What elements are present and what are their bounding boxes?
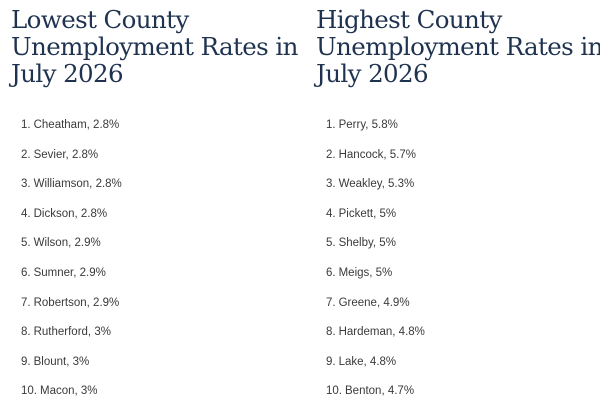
item-rank: 7. [21, 296, 31, 309]
item-rank: 1. [21, 119, 31, 131]
list-item: 4. Dickson, 2.8% [21, 205, 125, 235]
item-text: Sevier, 2.8% [33, 148, 99, 161]
item-rank: 9. [21, 355, 31, 368]
title-line: Highest County [316, 5, 502, 34]
item-rank: 2. [21, 148, 31, 161]
item-rank: 10. [21, 385, 37, 398]
item-rank: 7. [326, 296, 336, 309]
title-line: Lowest County [11, 5, 189, 34]
list-item: 8. Hardeman, 4.8% [326, 323, 428, 353]
list-item: 4. Pickett, 5% [326, 205, 428, 235]
item-text: Cheatham, 2.8% [33, 119, 120, 131]
item-text: Robertson, 2.9% [33, 296, 120, 309]
item-text: Hancock, 5.7% [338, 148, 416, 161]
item-rank: 3. [21, 178, 31, 191]
item-rank: 8. [21, 326, 31, 339]
item-text: Benton, 4.7% [345, 385, 415, 398]
item-rank: 2. [326, 148, 336, 161]
lowest-rates-section: Lowest County Unemployment Rates in July… [11, 6, 301, 397]
item-text: Greene, 4.9% [338, 296, 410, 309]
item-rank: 8. [326, 326, 336, 339]
list-item: 7. Robertson, 2.9% [21, 294, 125, 324]
title-line: July 2026 [316, 59, 429, 88]
list-item: 10. Macon, 3% [21, 382, 125, 401]
item-text: Williamson, 2.8% [33, 178, 122, 191]
list-item: 1. Perry, 5.8% [326, 116, 428, 146]
item-text: Weakley, 5.3% [338, 178, 415, 191]
list-item: 5. Shelby, 5% [326, 234, 428, 264]
list-item: 9. Lake, 4.8% [326, 353, 428, 383]
list-item: 3. Williamson, 2.8% [21, 175, 125, 205]
item-text: Perry, 5.8% [338, 119, 398, 131]
item-text: Meigs, 5% [338, 266, 393, 279]
item-rank: 6. [21, 266, 31, 279]
item-text: Wilson, 2.9% [33, 237, 101, 250]
list-item: 7. Greene, 4.9% [326, 294, 428, 324]
item-text: Sumner, 2.9% [33, 266, 106, 279]
highest-rates-section: Highest County Unemployment Rates in Jul… [316, 6, 600, 397]
item-rank: 5. [21, 237, 31, 250]
item-rank: 5. [326, 237, 336, 250]
item-rank: 4. [326, 207, 336, 220]
list-item: 1. Cheatham, 2.8% [21, 116, 125, 146]
list-item: 6. Meigs, 5% [326, 264, 428, 294]
list-item: 3. Weakley, 5.3% [326, 175, 428, 205]
item-rank: 6. [326, 266, 336, 279]
list-item: 2. Sevier, 2.8% [21, 146, 125, 176]
list-item: 5. Wilson, 2.9% [21, 234, 125, 264]
item-rank: 9. [326, 355, 336, 368]
highest-rates-list: 1. Perry, 5.8% 2. Hancock, 5.7% 3. Weakley,… [326, 116, 428, 401]
list-item: 2. Hancock, 5.7% [326, 146, 428, 176]
item-text: Hardeman, 4.8% [338, 326, 425, 339]
title-line: Unemployment Rates in [11, 32, 298, 61]
item-rank: 1. [326, 119, 336, 131]
item-text: Blount, 3% [33, 355, 90, 368]
item-rank: 10. [326, 385, 342, 398]
item-rank: 3. [326, 178, 336, 191]
item-text: Macon, 3% [40, 385, 98, 398]
lowest-rates-list: 1. Cheatham, 2.8% 2. Sevier, 2.8% 3. Willia… [21, 116, 125, 401]
highest-rates-title: Highest County Unemployment Rates in Jul… [316, 6, 600, 87]
title-line: July 2026 [11, 59, 124, 88]
list-item: 9. Blount, 3% [21, 353, 125, 383]
item-rank: 4. [21, 207, 31, 220]
item-text: Lake, 4.8% [338, 355, 397, 368]
title-line: Unemployment Rates in [316, 32, 600, 61]
item-text: Shelby, 5% [338, 237, 396, 250]
list-item: 6. Sumner, 2.9% [21, 264, 125, 294]
item-text: Dickson, 2.8% [33, 207, 108, 220]
list-item: 8. Rutherford, 3% [21, 323, 125, 353]
item-text: Rutherford, 3% [33, 326, 111, 339]
item-text: Pickett, 5% [338, 207, 397, 220]
lowest-rates-title: Lowest County Unemployment Rates in July… [11, 6, 301, 87]
list-item: 10. Benton, 4.7% [326, 382, 428, 401]
